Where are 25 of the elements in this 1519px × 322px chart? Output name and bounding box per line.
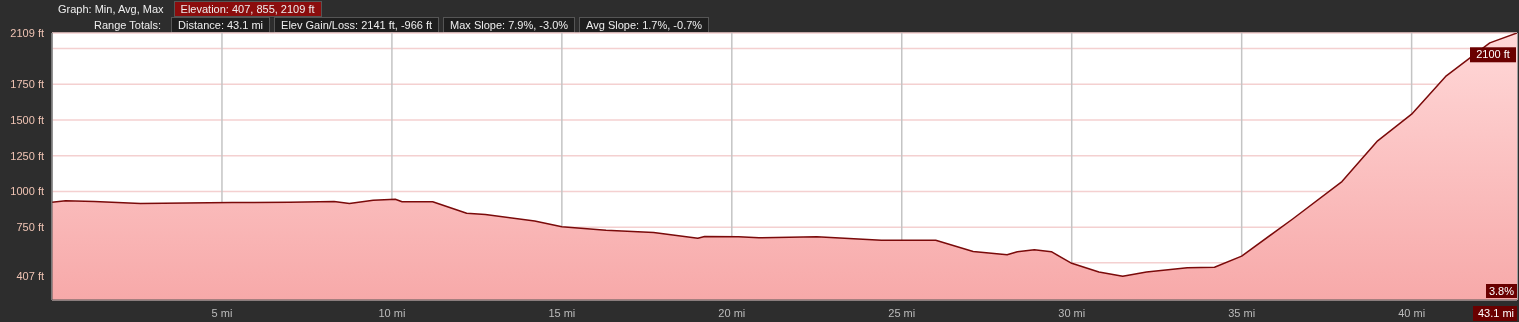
y-tick-label: 1500 ft	[10, 113, 44, 126]
text: Avg Slope: 1.7%, -0.7%	[579, 17, 710, 33]
annotation: 3.8%	[1485, 284, 1517, 298]
x-tick-label: 35 mi	[1228, 307, 1256, 319]
x-tick-label: 40 mi	[1398, 307, 1426, 319]
x-tick-label: 30 mi	[1058, 307, 1086, 319]
x-tick-label: 25 mi	[888, 307, 916, 319]
annotation: 2100 ft	[1476, 48, 1510, 61]
x-tick-label: 10 mi	[378, 307, 406, 319]
x-tick-label: 5 mi	[211, 307, 233, 319]
y-tick-label: 1750 ft	[10, 78, 44, 91]
y-tick-label: 750 ft	[16, 221, 44, 234]
y-tick-label: 407 ft	[16, 270, 44, 283]
text: Distance: 43.1 mi	[171, 17, 271, 33]
text: Range Totals:	[93, 18, 163, 32]
y-tick-label: 1000 ft	[10, 185, 44, 198]
x-tick-label: 20 mi	[718, 307, 746, 319]
text: Elev Gain/Loss: 2141 ft, -966 ft	[274, 17, 440, 33]
text: Elevation: 407, 855, 2109 ft	[173, 1, 322, 17]
y-tick-label: 2109 ft	[10, 26, 44, 39]
x-tick-label: 15 mi	[548, 307, 576, 319]
x-tick-label: 43.1 mi	[1477, 307, 1514, 319]
text: Graph: Min, Avg, Max	[57, 2, 165, 16]
y-tick-label: 1250 ft	[10, 149, 44, 162]
text: Max Slope: 7.9%, -3.0%	[443, 17, 576, 33]
